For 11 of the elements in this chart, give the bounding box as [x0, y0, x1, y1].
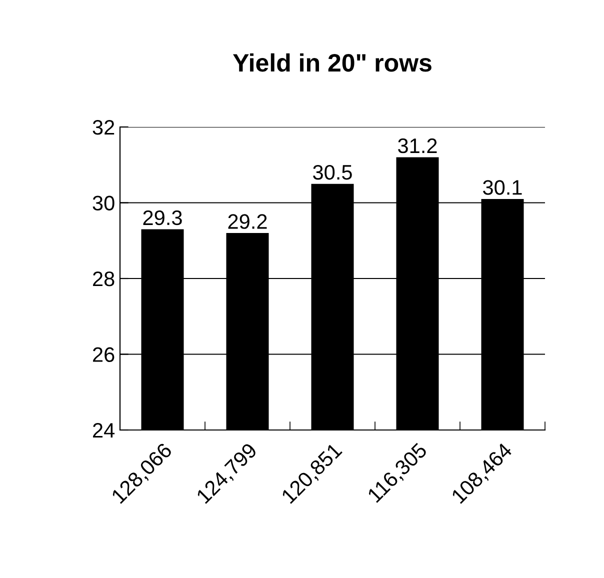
y-tick-label: 26: [93, 347, 114, 362]
y-tick-label: 28: [93, 272, 114, 286]
chart-title: Yield in 20" rows: [233, 53, 432, 72]
y-tick-label: 24: [93, 423, 115, 438]
data-label: 30.1: [483, 180, 522, 195]
data-label: 31.2: [398, 138, 437, 154]
data-label: 29.2: [228, 214, 267, 229]
y-tick-label: 32: [92, 120, 114, 135]
data-label: 29.3: [143, 210, 182, 226]
y-tick-label: 30: [92, 196, 114, 211]
data-label: 30.5: [313, 164, 352, 180]
